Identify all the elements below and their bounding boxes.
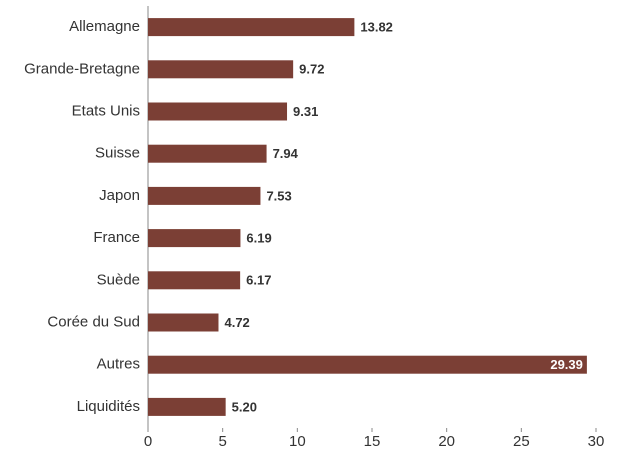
y-tick-label: Etats Unis [72,102,140,119]
value-label: 13.82 [360,20,393,35]
bar [148,144,267,163]
y-tick-label: Liquidités [77,398,140,415]
value-label: 9.72 [299,62,324,77]
value-label: 9.31 [293,104,318,119]
bar [148,271,241,290]
y-tick-label: Autres [97,356,140,373]
value-label: 7.94 [273,146,299,161]
y-tick-label: France [93,229,140,246]
value-label: 6.17 [246,273,271,288]
bar [148,355,587,374]
bar [148,229,241,248]
value-label: 4.72 [224,315,249,330]
x-tick-label: 10 [289,433,306,450]
value-label: 7.53 [266,188,291,203]
bar [148,313,219,332]
bar [148,60,294,79]
value-label: 5.20 [232,399,257,414]
x-tick-label: 0 [144,433,152,450]
bar [148,186,261,205]
x-tick-label: 30 [588,433,605,450]
value-label: 6.19 [246,231,271,246]
y-tick-label: Allemagne [69,18,140,35]
y-tick-label: Japon [99,187,140,204]
x-tick-label: 5 [218,433,226,450]
y-tick-label: Corée du Sud [47,313,140,330]
y-tick-label: Grande-Bretagne [24,60,140,77]
value-label: 29.39 [550,357,583,372]
bar [148,397,226,416]
y-tick-label: Suisse [95,145,140,162]
bar [148,18,355,37]
x-tick-label: 20 [438,433,455,450]
x-tick-label: 15 [364,433,381,450]
x-tick-label: 25 [513,433,530,450]
y-tick-label: Suède [97,271,140,288]
bar [148,102,288,121]
